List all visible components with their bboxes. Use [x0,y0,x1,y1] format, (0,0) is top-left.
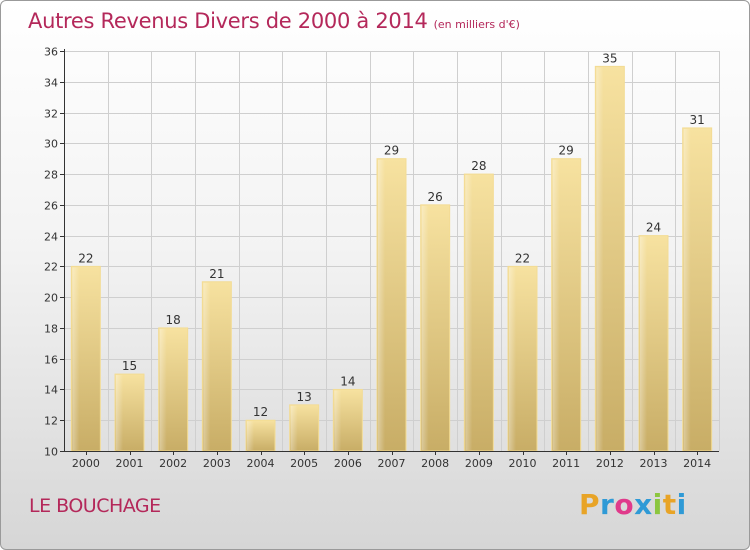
bar-highlight [290,405,298,450]
y-tick-label: 12 [44,415,58,428]
bar-highlight [378,159,385,450]
y-tick-label: 24 [44,231,58,244]
bar-highlight [72,267,80,450]
data-label: 24 [646,221,661,235]
bar-highlight [465,175,473,451]
data-label: 21 [209,267,224,281]
logo-letter: o [614,488,635,521]
x-tick-label: 2000 [72,457,100,470]
x-tick-label: 2013 [640,457,668,470]
y-tick-label: 18 [44,323,58,336]
logo-letter: t [662,488,677,521]
data-label: 18 [166,313,181,327]
data-label: 22 [78,251,93,265]
y-tick-label: 26 [44,200,58,213]
y-tick-label: 30 [44,138,58,151]
proxiti-logo: Proxiti [579,488,687,521]
data-label: 31 [690,113,705,127]
x-tick-label: 2009 [465,457,493,470]
chart-title-text: Autres Revenus Divers de 2000 à 2014 [28,9,428,33]
data-label: 15 [122,359,137,373]
bar-highlight [116,375,123,450]
bar-highlight [421,205,429,450]
chart-unit: (en milliers d'€) [433,18,520,31]
data-label: 28 [471,159,486,173]
data-label: 29 [384,144,399,158]
x-tick-label: 2008 [421,457,449,470]
x-tick-label: 2012 [596,457,624,470]
bar-highlight [640,236,647,450]
data-label: 29 [559,144,574,158]
bar-highlight [159,328,167,450]
logo-letter: i [652,488,663,521]
x-tick-label: 2007 [378,457,406,470]
bar-highlight [596,67,604,450]
logo-letter: i [676,488,687,521]
logo-letter: x [634,488,653,521]
x-tick-label: 2005 [290,457,318,470]
bar-highlight [334,390,342,450]
data-label: 35 [602,51,617,65]
y-tick-label: 20 [44,292,58,305]
data-label: 14 [340,374,355,388]
bar-highlight [683,128,691,450]
y-tick-label: 10 [44,446,58,459]
bar-highlight [247,421,254,450]
x-tick-label: 2011 [552,457,580,470]
x-tick-label: 2006 [334,457,362,470]
axis-layer: 10 12 14 16 18 20 22 24 26 28 30 32 34 36 2000 2001 2002… [44,46,719,470]
bar-highlight [203,282,211,450]
y-tick-label: 16 [44,354,58,367]
x-tick-label: 2002 [159,457,187,470]
y-tick-label: 32 [44,108,58,121]
commune-name: LE BOUCHAGE [29,495,161,517]
logo-letter: r [600,488,615,521]
x-tick-label: 2003 [203,457,231,470]
x-tick-label: 2001 [116,457,144,470]
y-tick-label: 22 [44,261,58,274]
bar-highlight [509,267,516,450]
y-tick-label: 36 [44,46,58,59]
y-tick-label: 28 [44,169,58,182]
x-tick-label: 2010 [509,457,537,470]
x-tick-label: 2004 [247,457,275,470]
y-tick-label: 14 [44,384,58,397]
bar-layer: 22 15 18 21 12 13 14 29 26 28 22 29 35 24 31 [70,51,713,452]
logo-letter: P [579,488,601,521]
data-label: 26 [428,190,443,204]
data-label: 22 [515,251,530,265]
chart-title: Autres Revenus Divers de 2000 à 2014 (en … [28,9,520,33]
x-tick-label: 2014 [683,457,711,470]
data-label: 13 [297,390,312,404]
bar-highlight [552,159,560,450]
data-label: 12 [253,405,268,419]
y-tick-label: 34 [44,77,58,90]
